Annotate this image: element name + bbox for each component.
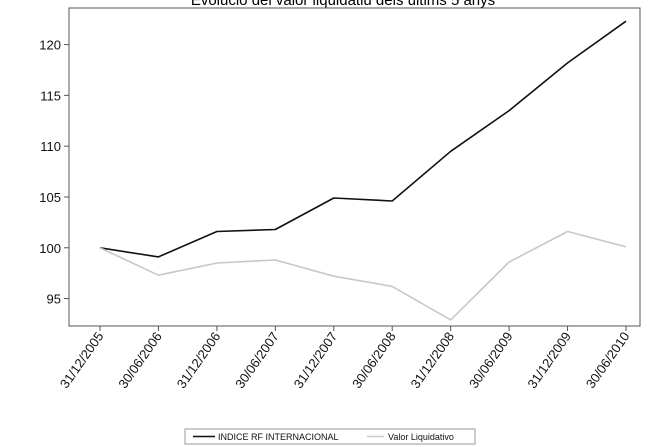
- y-tick-label: 120: [39, 38, 61, 53]
- x-axis: 31/12/2005 30/06/2006 31/12/2006 30/06/2007…: [57, 326, 633, 391]
- legend-label-series-1: INDICE RF INTERNACIONAL: [218, 432, 339, 442]
- x-tick-label: 31/12/2005: [57, 329, 107, 391]
- y-tick-label: 105: [39, 190, 61, 205]
- series-line-1: [99, 20, 627, 258]
- y-axis: 95 100 105 110 115 120: [39, 38, 69, 307]
- x-tick-label: 31/12/2009: [524, 329, 574, 391]
- legend-label-series-2: Valor Liquidativo: [388, 432, 454, 442]
- y-tick-label: 110: [40, 139, 61, 154]
- chart-title: Evolució del valor liquidatiu dels últim…: [191, 0, 495, 9]
- x-tick-label: 30/06/2007: [232, 329, 282, 391]
- x-tick-label: 31/12/2006: [174, 329, 224, 391]
- series-lines: [99, 20, 627, 321]
- legend: INDICE RF INTERNACIONAL Valor Liquidativ…: [184, 428, 476, 445]
- y-tick-label: 115: [40, 88, 61, 103]
- x-tick-label: 31/12/2007: [291, 329, 341, 391]
- x-tick-label: 30/06/2008: [349, 329, 399, 391]
- series-line-2: [99, 230, 627, 321]
- plot-area-frame: [68, 7, 641, 327]
- y-tick-label: 100: [39, 241, 61, 256]
- legend-box: [184, 428, 476, 445]
- x-tick-label: 31/12/2008: [408, 329, 458, 391]
- x-tick-label: 30/06/2009: [466, 329, 516, 391]
- x-tick-label: 30/06/2006: [115, 329, 165, 391]
- y-tick-label: 95: [47, 292, 61, 307]
- x-tick-label: 30/06/2010: [583, 329, 633, 391]
